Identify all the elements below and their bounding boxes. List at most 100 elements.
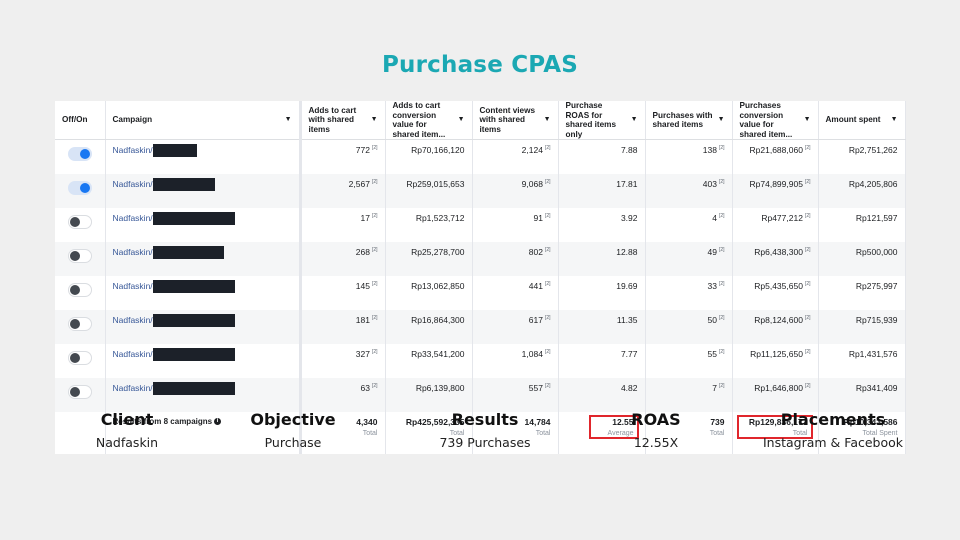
sort-caret-icon[interactable]: ▼ [803, 116, 811, 124]
col-header-adds-to-cart[interactable]: Adds to cart with shared items ▼ [300, 101, 386, 140]
footnote-marker: [2] [718, 349, 725, 356]
cell-adds-to-cart: 772 [2] [300, 139, 386, 174]
campaign-link[interactable]: Nadfaskin/ [112, 179, 153, 189]
table-row[interactable]: Nadfaskin/772 [2] Rp70,166,120 2,124 [2] 7.88… [55, 139, 906, 174]
campaign-toggle[interactable] [67, 385, 92, 399]
cell-purchases: 55 [2] [645, 344, 733, 378]
sort-caret-icon[interactable]: ▼ [457, 116, 465, 124]
campaign-link[interactable]: Nadfaskin/ [112, 213, 153, 223]
campaign-toggle[interactable] [67, 249, 92, 263]
col-header-off-on[interactable]: Off/On [55, 101, 106, 140]
cell-purchase-value: Rp21,688,060 [2] [732, 139, 819, 174]
summary-objective: Objective Purchase [250, 410, 336, 450]
footnote-marker: [2] [718, 247, 725, 254]
campaign-toggle[interactable] [67, 317, 92, 331]
toggle-knob [69, 285, 80, 295]
cell-purchase-value: Rp74,899,905 [2] [732, 174, 819, 208]
campaign-toggle[interactable] [67, 181, 92, 195]
toggle-knob [79, 149, 90, 159]
cell-amount-spent: Rp341,409 [818, 378, 906, 412]
campaign-link[interactable]: Nadfaskin/ [112, 281, 153, 291]
cell-purchases: 49 [2] [645, 242, 733, 276]
cell-atc-value: Rp33,541,200 [385, 344, 473, 378]
sort-caret-icon[interactable]: ▼ [370, 116, 378, 124]
cell-amount-spent: Rp500,000 [818, 242, 906, 276]
sort-caret-icon[interactable]: ▼ [543, 116, 551, 124]
campaign-toggle[interactable] [67, 147, 92, 161]
redacted-name [152, 212, 235, 225]
footnote-marker: [2] [718, 145, 725, 152]
cell-amount-spent: Rp275,997 [818, 276, 906, 310]
footnote-marker: [2] [371, 349, 378, 356]
table-row[interactable]: Nadfaskin/268 [2] Rp25,278,700 802 [2] 12.88 4… [55, 242, 906, 276]
sort-caret-icon[interactable]: ▼ [890, 116, 898, 124]
cell-purchase-roas: 11.35 [558, 310, 646, 344]
sort-caret-icon[interactable]: ▼ [717, 116, 725, 124]
col-header-atc-value[interactable]: Adds to cart conversion value for shared… [385, 101, 473, 140]
campaign-link[interactable]: Nadfaskin/ [112, 247, 153, 257]
cell-adds-to-cart: 268 [2] [300, 242, 386, 276]
campaign-toggle[interactable] [67, 283, 92, 297]
cell-purchases: 138 [2] [645, 139, 733, 174]
col-header-campaign[interactable]: Campaign ▼ [105, 101, 302, 140]
table-row[interactable]: Nadfaskin/63 [2] Rp6,139,800 557 [2] 4.82 7 [2]… [55, 378, 906, 412]
col-header-content-views[interactable]: Content views with shared items ▼ [472, 101, 559, 140]
redacted-name [152, 314, 235, 327]
totals-label: Results from 8 campaigns [112, 417, 213, 426]
campaign-link[interactable]: Nadfaskin/ [112, 315, 153, 325]
footnote-marker: [2] [544, 315, 551, 322]
table-row[interactable]: Nadfaskin/2,567 [2] Rp259,015,653 9,068 [2] 1… [55, 174, 906, 208]
cell-adds-to-cart: 2,567 [2] [300, 174, 386, 208]
toggle-knob [69, 319, 80, 329]
cell-purchase-roas: 7.77 [558, 344, 646, 378]
footnote-marker: [2] [371, 383, 378, 390]
col-header-purchase-roas[interactable]: Purchase ROAS for shared items only ▼ [558, 101, 646, 140]
campaign-link[interactable]: Nadfaskin/ [112, 383, 153, 393]
footnote-marker: [2] [718, 179, 725, 186]
footnote-marker: [2] [718, 315, 725, 322]
cell-atc-value: Rp6,139,800 [385, 378, 473, 412]
total-atc-value: Rp425,592,335 Total [385, 412, 473, 454]
cell-adds-to-cart: 327 [2] [300, 344, 386, 378]
campaign-table: Off/On Campaign ▼ Adds to cart with share… [55, 101, 906, 454]
cell-content-views: 9,068 [2] [472, 174, 559, 208]
footnote-marker: [2] [718, 281, 725, 288]
table-row[interactable]: Nadfaskin/327 [2] Rp33,541,200 1,084 [2] 7.77… [55, 344, 906, 378]
redacted-name [152, 348, 235, 361]
campaign-toggle[interactable] [67, 215, 92, 229]
cell-purchase-roas: 4.82 [558, 378, 646, 412]
col-header-amount-spent[interactable]: Amount spent ▼ [818, 101, 906, 140]
cell-content-views: 557 [2] [472, 378, 559, 412]
cell-content-views: 617 [2] [472, 310, 559, 344]
cell-content-views: 441 [2] [472, 276, 559, 310]
total-purchase-value: Rp129,836,177 Total [732, 412, 819, 454]
campaign-toggle[interactable] [67, 351, 92, 365]
col-header-purchase-value[interactable]: Purchases conversion value for shared it… [732, 101, 819, 140]
sort-caret-icon[interactable]: ▼ [284, 116, 292, 124]
campaign-link[interactable]: Nadfaskin/ [112, 349, 153, 359]
cell-content-views: 2,124 [2] [472, 139, 559, 174]
cell-purchase-value: Rp1,646,800 [2] [732, 378, 819, 412]
table-row[interactable]: Nadfaskin/145 [2] Rp13,062,850 441 [2] 19.69 3… [55, 276, 906, 310]
campaign-link[interactable]: Nadfaskin/ [112, 145, 153, 155]
total-content-views: 14,784 Total [472, 412, 559, 454]
cell-purchase-value: Rp477,212 [2] [732, 208, 819, 242]
redacted-name [152, 280, 235, 293]
toggle-knob [79, 183, 90, 193]
footnote-marker: [2] [718, 383, 725, 390]
cell-purchase-roas: 12.88 [558, 242, 646, 276]
cell-amount-spent: Rp2,751,262 [818, 139, 906, 174]
table-row[interactable]: Nadfaskin/181 [2] Rp16,864,300 617 [2] 11.35 5… [55, 310, 906, 344]
cell-purchases: 33 [2] [645, 276, 733, 310]
col-header-purchases[interactable]: Purchases with shared items ▼ [645, 101, 733, 140]
cell-purchase-roas: 17.81 [558, 174, 646, 208]
footnote-marker: [2] [371, 145, 378, 152]
footnote-marker: [2] [544, 281, 551, 288]
table-row[interactable]: Nadfaskin/17 [2] Rp1,523,712 91 [2] 3.92 4 [2] R… [55, 208, 906, 242]
sort-caret-icon[interactable]: ▼ [630, 116, 638, 124]
cell-purchases: 4 [2] [645, 208, 733, 242]
cell-purchases: 50 [2] [645, 310, 733, 344]
cell-atc-value: Rp70,166,120 [385, 139, 473, 174]
summary-placements: Placements Instagram & Facebook [762, 410, 904, 450]
info-icon[interactable]: i [214, 418, 222, 426]
